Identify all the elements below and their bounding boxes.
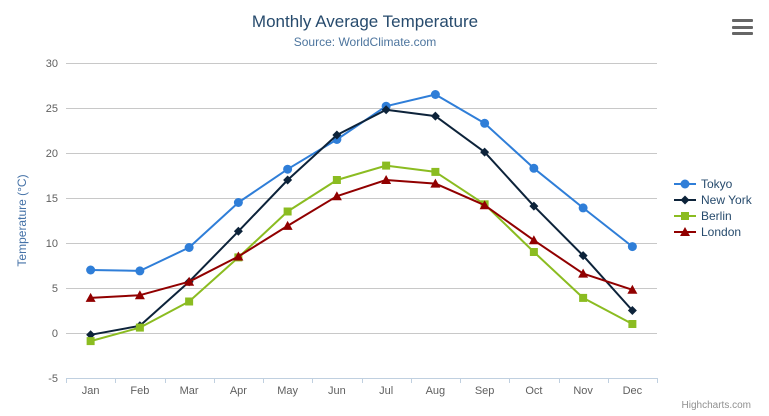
diamond-marker-icon <box>674 195 696 205</box>
y-axis-title: Temperature (°C) <box>15 174 29 266</box>
legend-label: London <box>701 225 742 239</box>
x-axis-tick-label: Sep <box>475 385 495 397</box>
series-point-london[interactable] <box>282 220 293 230</box>
y-axis-tick-label: 10 <box>46 238 58 250</box>
series-point-new-york[interactable] <box>283 175 293 185</box>
y-axis-tick-label: 30 <box>46 58 58 70</box>
x-axis-tick-label: Oct <box>525 385 542 397</box>
series-point-london[interactable] <box>430 178 441 188</box>
y-axis-tick-label: 20 <box>46 148 58 160</box>
series-point-london[interactable] <box>85 292 96 302</box>
series-point-berlin[interactable] <box>628 320 637 328</box>
y-axis-tick-label: 25 <box>46 103 58 115</box>
legend: Tokyo New York Berlin London <box>674 176 752 240</box>
series-point-london[interactable] <box>381 175 392 184</box>
x-axis-tick-label: Feb <box>130 385 149 397</box>
series-point-london[interactable] <box>627 284 638 294</box>
legend-label: Tokyo <box>701 177 733 191</box>
legend-label: New York <box>701 193 752 207</box>
series-point-london[interactable] <box>184 276 195 286</box>
legend-item-london[interactable]: London <box>674 224 752 240</box>
chart-title: Monthly Average Temperature <box>251 12 479 31</box>
credits-link[interactable]: Highcharts.com <box>681 400 751 411</box>
series-point-london[interactable] <box>578 268 589 278</box>
series-line-tokyo <box>89 93 634 272</box>
series-point-berlin[interactable] <box>529 248 538 256</box>
series-point-new-york[interactable] <box>430 111 440 121</box>
series-point-new-york[interactable] <box>480 147 490 157</box>
legend-item-berlin[interactable]: Berlin <box>674 208 752 224</box>
series-point-berlin[interactable] <box>283 207 292 216</box>
series-point-tokyo[interactable] <box>233 198 243 207</box>
series-point-tokyo[interactable] <box>86 265 96 275</box>
series-point-tokyo[interactable] <box>529 163 539 173</box>
series-point-london[interactable] <box>233 251 244 261</box>
x-axis-tick-label: May <box>277 385 298 397</box>
legend-item-new-york[interactable]: New York <box>674 192 752 208</box>
series-point-tokyo[interactable] <box>627 242 637 252</box>
x-axis-tick-label: Aug <box>426 385 446 397</box>
y-axis-tick-label: 5 <box>52 283 58 295</box>
y-axis-tick-label: 0 <box>52 328 58 340</box>
series-point-new-york[interactable] <box>529 201 539 211</box>
x-axis-tick-label: Dec <box>623 385 643 397</box>
series-point-tokyo[interactable] <box>135 266 145 276</box>
x-axis-tick-label: Apr <box>230 385 247 397</box>
series-point-new-york[interactable] <box>627 306 637 315</box>
y-axis-tick-label: 15 <box>46 193 58 205</box>
series-point-berlin[interactable] <box>86 337 95 346</box>
triangle-marker-icon <box>674 227 696 236</box>
square-marker-icon <box>674 212 696 220</box>
series-point-london[interactable] <box>528 235 539 245</box>
x-axis-tick-label: Jan <box>82 385 100 397</box>
series-line-new-york <box>89 108 634 336</box>
series-point-london[interactable] <box>331 191 342 201</box>
series-point-berlin[interactable] <box>382 161 391 170</box>
series-point-new-york[interactable] <box>381 105 391 115</box>
series-point-new-york[interactable] <box>86 330 96 340</box>
series-point-tokyo[interactable] <box>578 203 588 213</box>
hamburger-bar <box>732 19 753 22</box>
series-point-new-york[interactable] <box>578 251 588 261</box>
series-point-tokyo[interactable] <box>430 90 440 99</box>
series-line-london <box>89 179 634 299</box>
legend-label: Berlin <box>701 209 732 223</box>
series-point-london[interactable] <box>134 290 145 300</box>
hamburger-icon[interactable] <box>732 18 754 36</box>
series-point-tokyo[interactable] <box>480 118 490 128</box>
x-axis-tick-label: Mar <box>180 385 199 397</box>
circle-marker-icon <box>674 179 696 189</box>
x-axis-tick-label: Jun <box>328 385 346 397</box>
series-point-new-york[interactable] <box>332 130 342 140</box>
legend-item-tokyo[interactable]: Tokyo <box>674 176 752 192</box>
x-axis-tick-label: Nov <box>573 385 593 397</box>
series-point-tokyo[interactable] <box>184 243 194 252</box>
series-point-berlin[interactable] <box>185 297 194 306</box>
series-line-berlin <box>89 164 634 343</box>
x-axis-tick-label: Jul <box>379 385 393 397</box>
series-point-london[interactable] <box>479 200 490 210</box>
hamburger-bar <box>732 32 753 35</box>
y-axis-tick-label: -5 <box>48 373 58 385</box>
chart-subtitle: Source: WorldClimate.com <box>293 35 437 49</box>
series-point-tokyo[interactable] <box>283 164 293 174</box>
series-point-new-york[interactable] <box>233 226 243 236</box>
hamburger-bar <box>732 25 753 29</box>
series-point-berlin[interactable] <box>431 167 440 176</box>
series-point-berlin[interactable] <box>579 293 588 302</box>
series-point-berlin[interactable] <box>135 323 144 332</box>
series-point-berlin[interactable] <box>332 176 341 184</box>
